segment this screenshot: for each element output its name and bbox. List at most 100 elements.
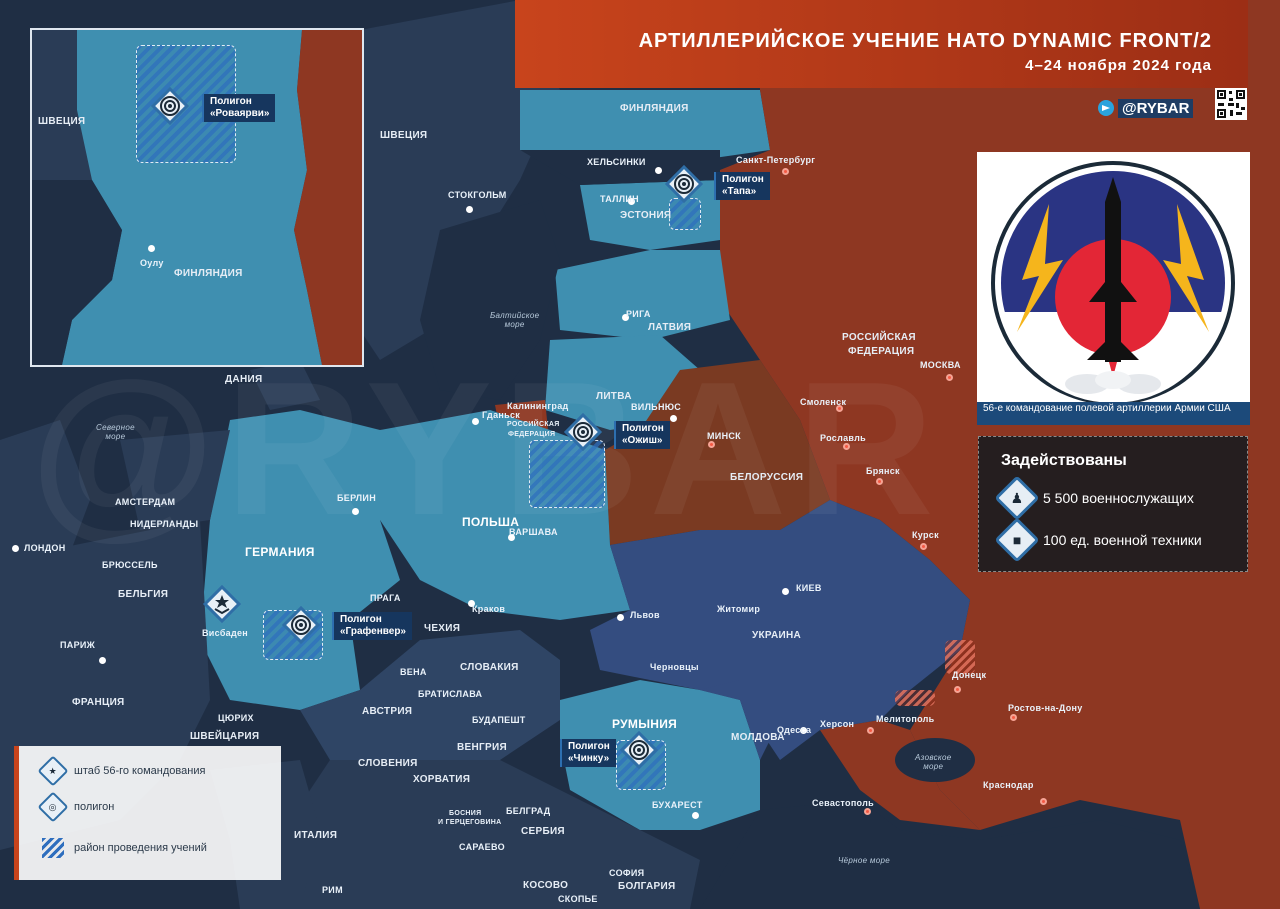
stats-row-personnel: ♟ 5 500 военнослужащих — [994, 475, 1194, 521]
legend-label: полигон — [74, 801, 115, 813]
city-dot — [954, 686, 961, 693]
inset-label-finland: ФИНЛЯНДИЯ — [174, 268, 243, 279]
city-amsterdam: АМСТЕРДАМ — [115, 497, 176, 507]
city-sarajevo: САРАЕВО — [459, 842, 505, 852]
hq-star-icon: ★ — [37, 755, 69, 787]
city-roslavl: Рославль — [820, 433, 866, 443]
city-dot — [352, 508, 359, 515]
legend-label: район проведения учений — [74, 842, 207, 854]
city-berlin: БЕРЛИН — [337, 493, 376, 503]
city-prague: ПРАГА — [370, 593, 401, 603]
city-rome: РИМ — [322, 885, 343, 895]
label-kaliningrad-2: ФЕДЕРАЦИЯ — [508, 431, 556, 438]
city-kherson: Херсон — [820, 719, 855, 729]
label-slovakia: СЛОВАКИЯ — [460, 662, 519, 673]
city-krasnodar: Краснодар — [983, 780, 1034, 790]
city-dot — [466, 206, 473, 213]
title-banner: АРТИЛЛЕРИЙСКОЕ УЧЕНИЕ НАТО DYNAMIC FRONT… — [515, 0, 1248, 88]
target-icon — [619, 730, 659, 770]
unit-emblem-card — [977, 152, 1250, 425]
target-icon: ◎ — [37, 791, 69, 823]
city-melitopol: Мелитополь — [876, 714, 935, 724]
city-dot — [867, 727, 874, 734]
polygon-label-orzysz: Полигон «Ожиш» — [614, 421, 670, 449]
city-warsaw: ВАРШАВА — [509, 527, 558, 537]
city-dot — [628, 198, 635, 205]
city-bucharest: БУХАРЕСТ — [652, 800, 703, 810]
label-austria: АВСТРИЯ — [362, 706, 413, 717]
stats-panel: Задействованы ♟ 5 500 военнослужащих ■ 1… — [978, 436, 1248, 572]
label-slovenia: СЛОВЕНИЯ — [358, 758, 418, 769]
hq-star-icon — [202, 584, 242, 624]
label-lithuania: ЛИТВА — [596, 391, 632, 402]
city-dot — [468, 600, 475, 607]
city-dot — [472, 418, 479, 425]
label-bosnia-2: И ГЕРЦЕГОВИНА — [438, 819, 502, 826]
city-dot — [708, 441, 715, 448]
brand[interactable]: @RYBAR — [1098, 98, 1194, 118]
label-france: ФРАНЦИЯ — [72, 697, 125, 708]
polygon-label-cincu: Полигон «Чинку» — [560, 739, 616, 767]
city-dot — [920, 543, 927, 550]
inset-city-oulu: Оулу — [140, 258, 164, 268]
label-romania: РУМЫНИЯ — [612, 717, 678, 731]
label-black-sea: Чёрное море — [838, 856, 890, 865]
city-dot — [655, 167, 662, 174]
legend-accent-bar — [14, 746, 19, 880]
city-riga: РИГА — [626, 309, 651, 319]
city-dot — [1010, 714, 1017, 721]
label-moldova: МОЛДОВА — [731, 732, 785, 743]
label-hungary: ВЕНГРИЯ — [457, 742, 507, 753]
page-title: АРТИЛЛЕРИЙСКОЕ УЧЕНИЕ НАТО DYNAMIC FRONT… — [638, 30, 1212, 52]
polygon-label-rovajarvi: Полигон «Роваярви» — [202, 94, 276, 122]
stats-personnel: 5 500 военнослужащих — [1043, 490, 1194, 506]
label-netherlands: НИДЕРЛАНДЫ — [130, 519, 199, 529]
exercise-area-orzysz — [529, 440, 605, 508]
hatch-icon — [42, 838, 64, 858]
city-smolensk: Смоленск — [800, 397, 847, 407]
watermark: @RYBAR — [30, 343, 944, 555]
city-dot — [670, 415, 677, 422]
page-subtitle-dates: 4–24 ноября 2024 года — [1025, 57, 1212, 74]
city-belgrade: БЕЛГРАД — [506, 806, 551, 816]
city-bratislava: БРАТИСЛАВА — [418, 689, 483, 699]
city-dot — [692, 812, 699, 819]
frontline-hatch-east — [945, 640, 975, 674]
city-dot — [782, 168, 789, 175]
city-krakow: Краков — [472, 604, 506, 614]
label-bosnia-1: БОСНИЯ — [449, 810, 482, 817]
target-icon — [150, 86, 190, 126]
label-ukraine: УКРАИНА — [752, 630, 802, 641]
label-kosovo: КОСОВО — [523, 880, 569, 891]
label-azov-sea: Азовское море — [915, 753, 952, 771]
label-switzerland: ШВЕЙЦАРИЯ — [190, 731, 260, 742]
label-russia-1: РОССИЙСКАЯ — [842, 332, 916, 343]
legend-item-polygon: ◎ полигон — [37, 791, 115, 823]
target-icon — [664, 164, 704, 204]
city-lviv: Львов — [630, 610, 660, 620]
legend-item-hq: ★ штаб 56-го командования — [37, 755, 206, 787]
polygon-label-tapa: Полигон «Тапа» — [714, 172, 770, 200]
label-serbia: СЕРБИЯ — [521, 826, 565, 837]
artillery-command-emblem — [991, 161, 1235, 405]
city-dot — [148, 245, 155, 252]
label-baltic-sea: Балтийское море — [490, 311, 540, 329]
qr-code-icon[interactable] — [1215, 88, 1247, 120]
city-dot — [946, 374, 953, 381]
label-poland: ПОЛЬША — [462, 515, 520, 529]
label-latvia: ЛАТВИЯ — [648, 322, 692, 333]
city-brussels: БРЮССЕЛЬ — [102, 560, 158, 570]
label-finland: ФИНЛЯНДИЯ — [620, 103, 689, 114]
city-dot — [99, 657, 106, 664]
city-rostov: Ростов-на-Дону — [1008, 703, 1083, 713]
city-dot — [508, 534, 515, 541]
label-czech: ЧЕХИЯ — [424, 623, 461, 634]
city-wiesbaden: Висбаден — [202, 628, 249, 638]
stats-equipment: 100 ед. военной техники — [1043, 532, 1202, 548]
label-italy: ИТАЛИЯ — [294, 830, 338, 841]
city-kyiv: КИЕВ — [796, 583, 822, 593]
legend-label: штаб 56-го командования — [74, 765, 206, 777]
emblem-caption: 56-е командование полевой артиллерии Арм… — [977, 402, 1250, 425]
city-dot — [622, 314, 629, 321]
